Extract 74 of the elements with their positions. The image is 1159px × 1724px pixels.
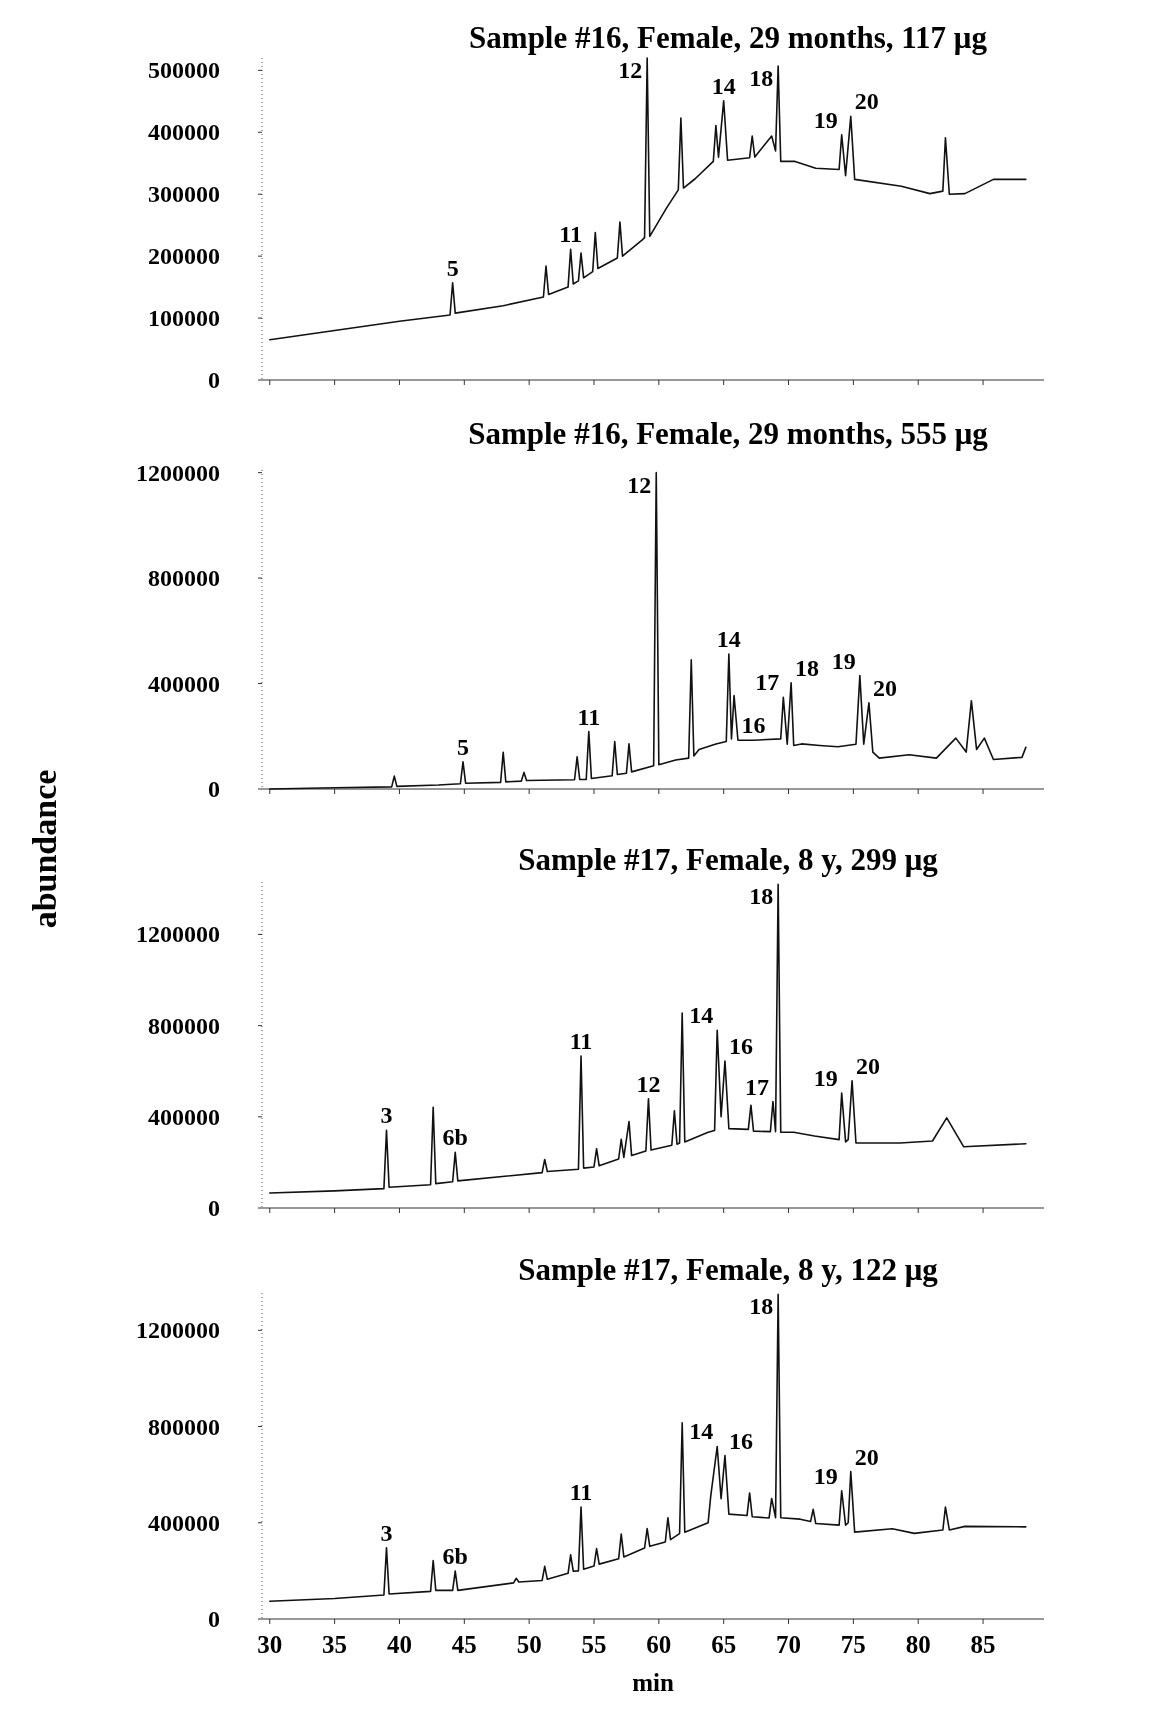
annotation: 11 (569, 1479, 593, 1506)
y-tick-label: 400000 (148, 670, 220, 697)
annotation: 14 (689, 1418, 714, 1445)
annotation: 12 (627, 471, 652, 498)
annotation: 19 (813, 1065, 838, 1092)
annotation: 17 (744, 1073, 769, 1100)
annotation: 11 (559, 221, 582, 248)
x-tick-label: 75 (840, 1631, 866, 1658)
x-tick-label: 65 (711, 1631, 737, 1658)
y-tick-label: 1200000 (136, 1317, 220, 1344)
y-tick-label: 400000 (148, 119, 220, 146)
y-tick-label: 800000 (148, 1413, 220, 1440)
annotation: 3 (380, 1102, 393, 1129)
x-tick-label: 55 (581, 1631, 607, 1658)
annotation: 20 (872, 674, 897, 701)
annotation: 19 (813, 106, 838, 133)
y-tick-label: 400000 (148, 1509, 220, 1536)
annotation: 14 (716, 626, 741, 653)
y-tick-label: 100000 (148, 305, 220, 332)
chart-title: Sample #16, Female, 29 months, 117 μg (469, 20, 988, 55)
annotation: 12 (618, 57, 643, 83)
x-tick-label: 35 (322, 1631, 348, 1658)
x-tick-label: 70 (776, 1631, 802, 1658)
annotation: 14 (689, 1002, 714, 1029)
annotation: 20 (854, 1443, 879, 1470)
x-tick-label: 40 (386, 1631, 412, 1658)
annotation: 16 (728, 1032, 753, 1059)
y-tick-label: 0 (208, 1606, 220, 1632)
annotation: 5 (446, 254, 459, 281)
line-series (268, 57, 1027, 341)
annotation: 11 (577, 703, 601, 730)
annotation: 11 (569, 1027, 593, 1054)
annotation: 12 (636, 1070, 661, 1097)
annotation: 18 (749, 65, 774, 92)
chart-title: Sample #17, Female, 8 y, 299 μg (518, 842, 939, 877)
annotation: 14 (711, 72, 736, 99)
y-tick-label: 800000 (148, 565, 220, 592)
x-tick-label: 45 (451, 1631, 477, 1658)
y-tick-label: 200000 (148, 243, 220, 270)
y-tick-label: 300000 (148, 181, 220, 208)
y-tick-label: 400000 (148, 1103, 220, 1130)
chart-title: Sample #17, Female, 8 y, 122 μg (518, 1252, 939, 1287)
annotation: 16 (741, 712, 766, 739)
annotation: 6b (442, 1124, 468, 1151)
annotation: 18 (749, 883, 774, 910)
line-series (268, 471, 1027, 790)
line-series (268, 883, 1027, 1194)
y-tick-label: 500000 (148, 57, 220, 84)
annotation: 6b (442, 1543, 468, 1570)
x-tick-label: 85 (970, 1631, 996, 1658)
y-tick-label: 800000 (148, 1012, 220, 1039)
y-tick-label: 0 (208, 367, 220, 393)
chart-title: Sample #16, Female, 29 months, 555 μg (468, 416, 989, 451)
x-tick-label: 60 (646, 1631, 672, 1658)
line-series (268, 1293, 1027, 1602)
x-tick-label: 50 (516, 1631, 542, 1658)
annotation: 3 (380, 1519, 393, 1546)
y-tick-label: 1200000 (136, 459, 220, 486)
annotation: 18 (749, 1293, 774, 1320)
annotation: 19 (813, 1462, 838, 1489)
y-tick-label: 0 (208, 1195, 220, 1221)
annotation: 19 (831, 647, 856, 674)
x-axis-title: min (632, 1669, 674, 1696)
annotation: 20 (854, 88, 879, 115)
annotation: 18 (795, 654, 820, 681)
y-tick-label: 0 (208, 776, 220, 802)
annotation: 16 (728, 1427, 753, 1454)
y-axis-title: abundance (26, 769, 63, 929)
x-tick-label: 30 (257, 1631, 283, 1658)
annotation: 5 (457, 733, 470, 760)
annotation: 20 (856, 1052, 881, 1079)
x-tick-label: 80 (905, 1631, 931, 1658)
annotation: 17 (755, 669, 780, 696)
y-tick-label: 1200000 (136, 921, 220, 948)
